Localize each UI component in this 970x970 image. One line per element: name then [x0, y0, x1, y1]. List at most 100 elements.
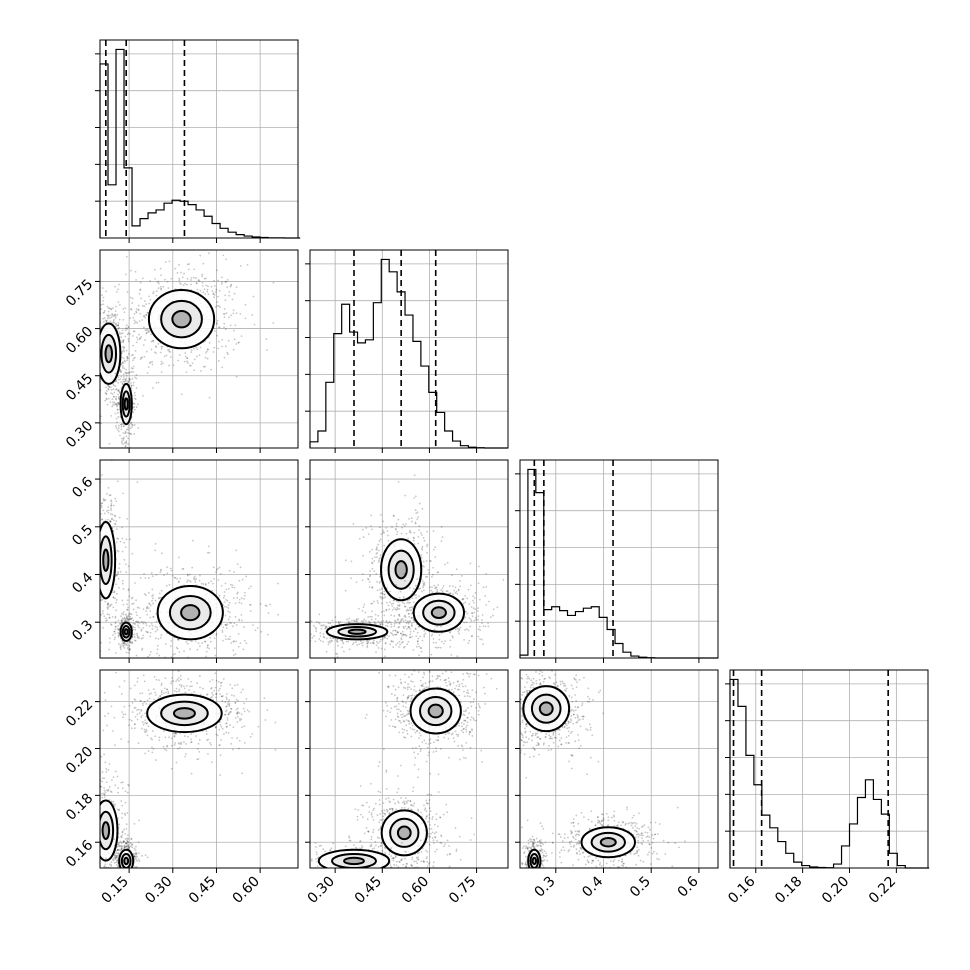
scatter-point — [173, 576, 176, 579]
scatter-point — [133, 727, 136, 730]
contour-level-3 — [172, 707, 196, 720]
scatter-point — [126, 616, 128, 618]
scatter-point — [228, 291, 231, 293]
scatter-point — [219, 573, 222, 575]
scatter-point — [132, 316, 135, 319]
scatter-point — [137, 304, 140, 307]
scatter-point — [142, 674, 145, 677]
scatter-point — [115, 396, 118, 398]
scatter-point — [181, 662, 183, 664]
scatter-point — [127, 869, 129, 871]
scatter-point — [173, 732, 175, 735]
scatter-point — [93, 595, 95, 597]
scatter-point — [468, 639, 471, 642]
scatter-point — [126, 359, 128, 362]
scatter-point — [221, 345, 224, 348]
scatter-point — [142, 394, 144, 397]
scatter-point — [96, 503, 98, 505]
scatter-point — [90, 832, 92, 834]
scatter-point — [236, 712, 238, 715]
scatter-point — [111, 615, 114, 618]
scatter-point — [143, 355, 146, 358]
scatter-point — [103, 311, 106, 314]
scatter-point — [138, 333, 140, 336]
scatter-point — [107, 397, 110, 400]
scatter-point — [185, 641, 188, 643]
scatter-point — [125, 842, 128, 845]
scatter-point — [105, 768, 108, 770]
scatter-point — [92, 563, 94, 565]
scatter-point — [103, 793, 106, 796]
scatter-point — [418, 587, 420, 590]
scatter-point — [132, 608, 135, 611]
scatter-point — [114, 770, 117, 773]
scatter-point — [162, 362, 164, 365]
scatter-point — [125, 871, 127, 873]
scatter-point — [108, 386, 111, 388]
scatter-point — [115, 574, 118, 577]
scatter-point — [124, 445, 127, 448]
scatter-point — [95, 829, 97, 831]
scatter-point — [377, 543, 380, 546]
scatter-point — [117, 376, 120, 379]
scatter-point — [239, 566, 242, 569]
scatter-point — [187, 362, 189, 364]
scatter-point — [91, 574, 93, 576]
scatter-point — [418, 529, 421, 532]
scatter-point — [423, 635, 426, 638]
scatter-point — [143, 305, 146, 308]
scatter-point — [79, 359, 81, 361]
scatter-point — [101, 612, 104, 615]
scatter-point — [113, 805, 116, 807]
scatter-point — [411, 612, 413, 615]
scatter-point — [184, 755, 187, 758]
scatter-point — [148, 693, 151, 695]
scatter-point — [160, 552, 163, 555]
scatter-point — [138, 622, 141, 624]
scatter-point — [106, 493, 108, 495]
scatter-point — [423, 583, 426, 586]
scatter-point — [119, 378, 122, 381]
scatter-point — [133, 855, 136, 858]
scatter-point — [232, 312, 235, 315]
scatter-point — [119, 840, 122, 843]
scatter-point — [188, 689, 190, 691]
scatter-point — [120, 848, 123, 851]
scatter-point — [250, 585, 253, 588]
scatter-point — [436, 588, 438, 591]
scatter-point — [95, 490, 97, 492]
scatter-point — [112, 800, 115, 803]
scatter-point — [138, 819, 140, 822]
scatter-point — [177, 679, 180, 682]
scatter-point — [90, 319, 92, 321]
scatter-point — [130, 382, 132, 384]
scatter-point — [103, 789, 106, 792]
scatter-point — [129, 687, 132, 690]
scatter-point — [149, 616, 152, 619]
scatter-point — [170, 639, 173, 642]
scatter-point — [235, 375, 238, 378]
scatter-point — [212, 351, 215, 353]
scatter-point — [121, 441, 123, 444]
scatter-point — [234, 717, 237, 719]
scatter-point — [437, 646, 440, 649]
scatter-point — [136, 621, 139, 624]
scatter-point — [122, 611, 125, 614]
scatter-point — [97, 828, 99, 830]
scatter-point — [142, 702, 144, 705]
scatter-point — [235, 312, 238, 315]
scatter-point — [184, 691, 187, 694]
scatter-point — [164, 677, 167, 680]
scatter-point — [85, 783, 87, 785]
scatter-point — [228, 316, 230, 319]
scatter-point — [120, 332, 123, 335]
scatter-point — [120, 425, 123, 428]
scatter-point — [243, 725, 246, 728]
scatter-point — [434, 556, 437, 558]
scatter-point — [110, 500, 113, 503]
scatter-point — [97, 798, 99, 800]
scatter-point — [99, 879, 101, 881]
scatter-point — [131, 702, 134, 704]
scatter-point — [211, 691, 214, 694]
scatter-point — [139, 616, 141, 619]
